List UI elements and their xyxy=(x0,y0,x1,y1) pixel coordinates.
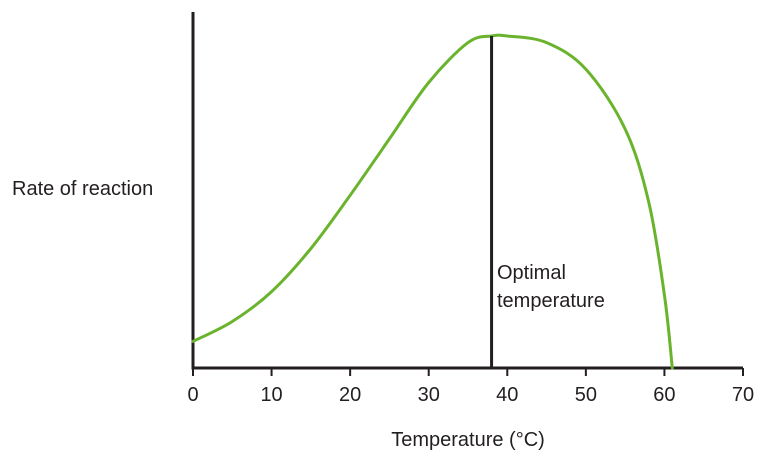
optimal-label-line-2: temperature xyxy=(497,290,605,312)
rate-curve xyxy=(191,33,674,370)
x-tick-label-50: 50 xyxy=(575,384,597,406)
y-axis-title: Rate of reaction xyxy=(12,178,153,200)
optimal-temperature-label: Optimal temperature xyxy=(497,262,605,312)
x-tick-label-40: 40 xyxy=(496,384,518,406)
x-tick-label-20: 20 xyxy=(339,384,361,406)
x-tick-label-10: 10 xyxy=(260,384,282,406)
optimal-label-line-1: Optimal xyxy=(497,262,566,284)
x-tick-label-70: 70 xyxy=(732,384,754,406)
axes xyxy=(191,12,743,370)
x-axis-title: Temperature (°C) xyxy=(391,429,545,451)
x-ticks xyxy=(192,368,744,376)
x-tick-label-0: 0 xyxy=(187,384,198,406)
x-tick-label-60: 60 xyxy=(653,384,675,406)
x-tick-label-30: 30 xyxy=(418,384,440,406)
x-tick-labels: 0 10 20 30 40 50 60 70 xyxy=(187,384,754,406)
